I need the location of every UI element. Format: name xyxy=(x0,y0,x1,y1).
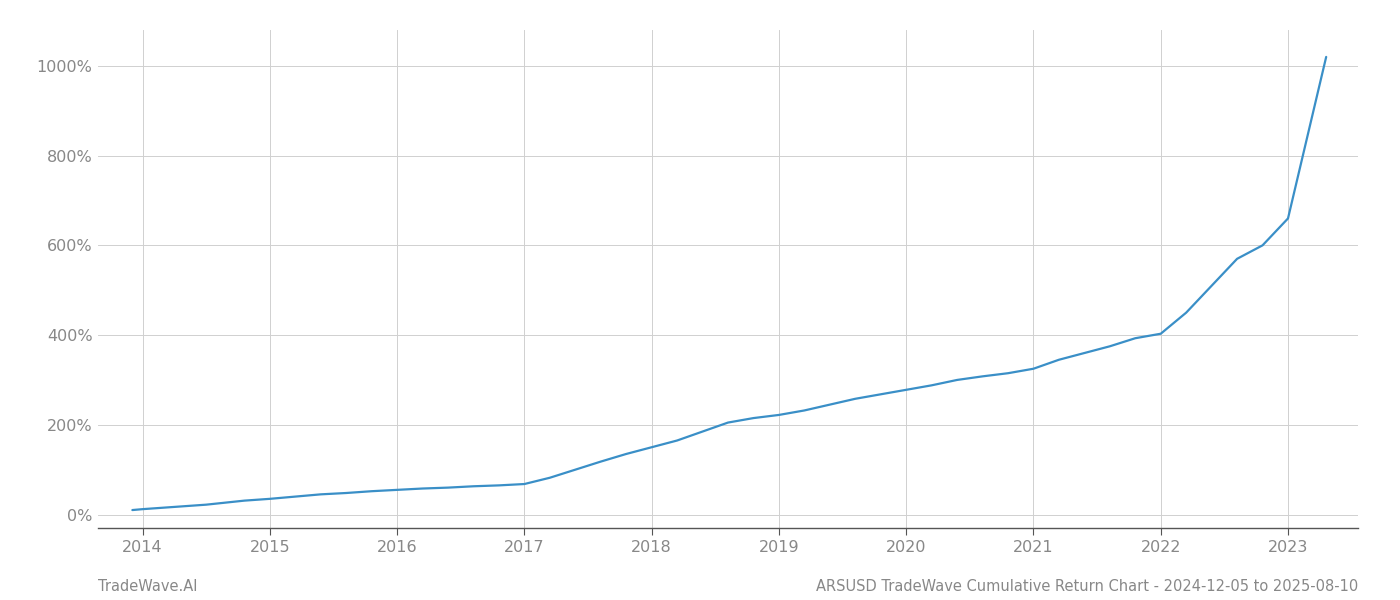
Text: ARSUSD TradeWave Cumulative Return Chart - 2024-12-05 to 2025-08-10: ARSUSD TradeWave Cumulative Return Chart… xyxy=(816,579,1358,594)
Text: TradeWave.AI: TradeWave.AI xyxy=(98,579,197,594)
